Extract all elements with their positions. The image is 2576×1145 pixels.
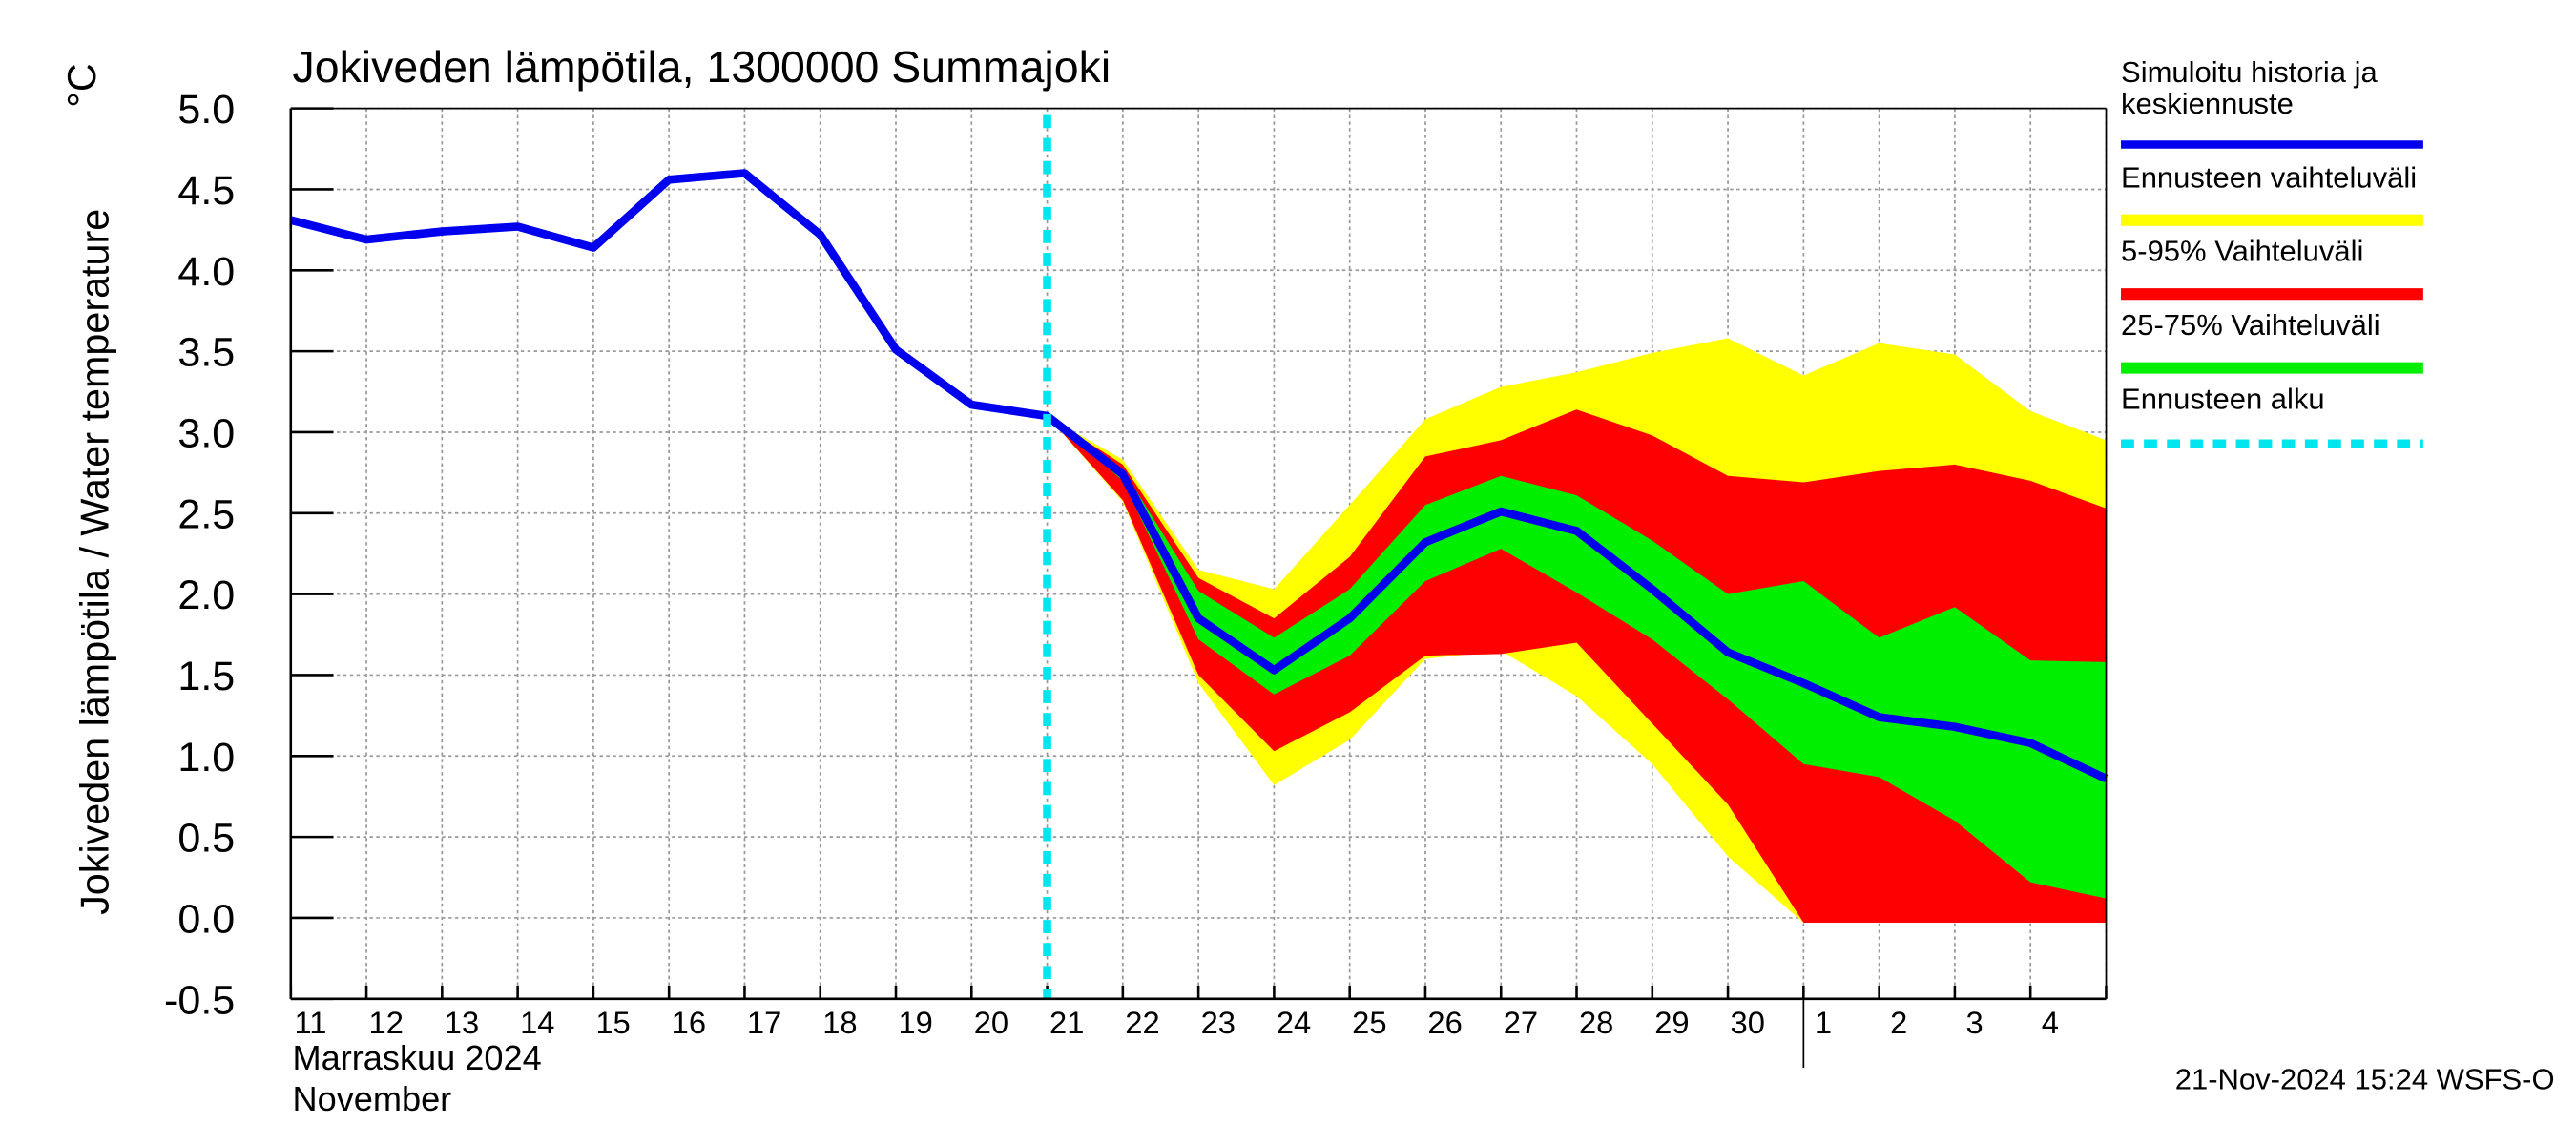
x-tick-label: 13 [445,1005,479,1040]
x-tick-label: 22 [1125,1005,1159,1040]
x-tick-label: 23 [1201,1005,1236,1040]
y-tick-label: 2.0 [177,572,235,618]
x-tick-label: 14 [520,1005,554,1040]
y-tick-label: 1.5 [177,654,235,699]
x-tick-label: 21 [1049,1005,1084,1040]
x-tick-label: 12 [369,1005,404,1040]
x-tick-label: 28 [1579,1005,1613,1040]
y-tick-label: 1.0 [177,735,235,781]
y-axis-label: Jokiveden lämpötila / Water temperature [73,209,117,915]
y-tick-label: 2.5 [177,491,235,537]
y-tick-label: 5.0 [177,87,235,133]
legend-label: Ennusteen alku [2121,383,2325,416]
y-tick-label: 3.5 [177,330,235,376]
series-line [289,169,2109,782]
legend-label: 25-75% Vaihteluväli [2121,308,2380,342]
x-tick-label: 2 [1890,1005,1907,1040]
y-axis-unit: °C [60,63,104,107]
footer: 21-Nov-2024 15:24 WSFS-O [2175,1062,2555,1095]
x-tick-label: 11 [294,1005,326,1040]
x-axis-label: November [293,1079,452,1118]
y-tick-label: 0.5 [177,816,235,862]
x-tick-label: 19 [898,1005,932,1040]
y-tick-label: 4.5 [177,168,235,214]
x-tick-label: 25 [1352,1005,1386,1040]
x-tick-label: 27 [1504,1005,1538,1040]
x-tick-label: 18 [822,1005,857,1040]
x-axis-label: Marraskuu 2024 [293,1038,542,1077]
x-tick-label: 4 [2042,1005,2059,1040]
y-tick-label: -0.5 [164,977,235,1023]
x-tick-label: 15 [595,1005,630,1040]
x-tick-label: 30 [1731,1005,1765,1040]
x-tick-label: 3 [1965,1005,1983,1040]
x-tick-label: 26 [1427,1005,1462,1040]
x-tick-label: 24 [1277,1005,1311,1040]
x-tick-label: 16 [672,1005,706,1040]
band-area [1047,409,2107,924]
x-tick-label: 17 [747,1005,781,1040]
x-tick-label: 1 [1815,1005,1832,1040]
x-tick-label: 29 [1654,1005,1689,1040]
x-tick-label: 20 [974,1005,1008,1040]
y-tick-label: 4.0 [177,249,235,295]
y-tick-label: 3.0 [177,410,235,456]
legend-label: Ennusteen vaihteluväli [2121,160,2417,194]
legend-label: 5-95% Vaihteluväli [2121,235,2363,268]
chart-title: Jokiveden lämpötila, 1300000 Summajoki [293,42,1111,92]
y-tick-label: 0.0 [177,896,235,942]
legend-label: Simuloitu historia ja keskiennuste [2121,55,2378,120]
